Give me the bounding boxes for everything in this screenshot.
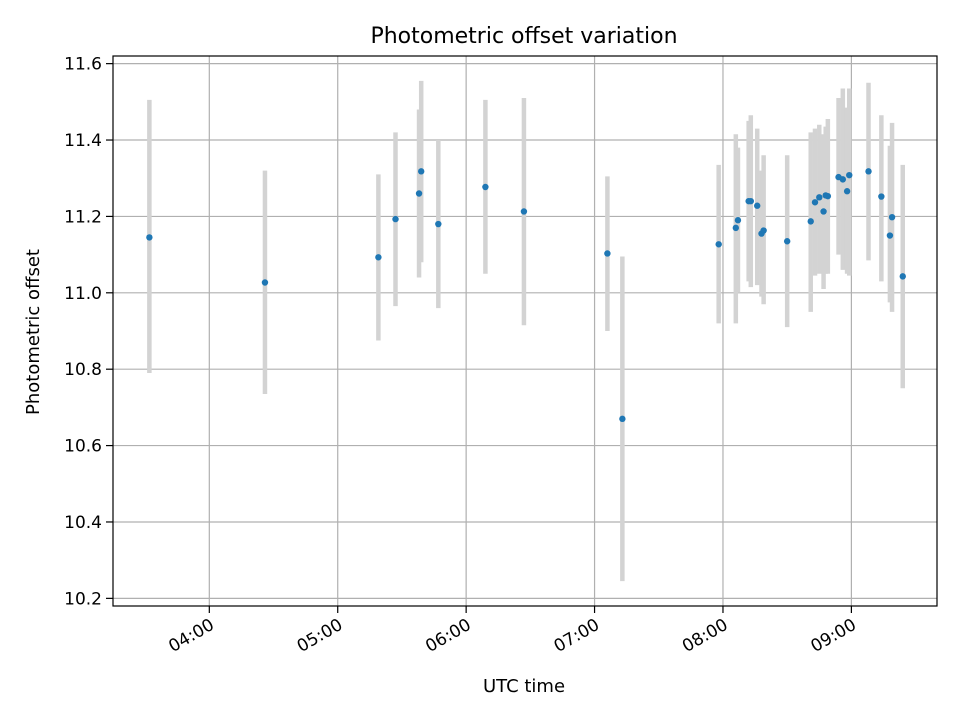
data-point	[392, 215, 399, 223]
data-point	[783, 238, 791, 245]
data-point	[865, 168, 872, 175]
data-point	[760, 227, 767, 234]
data-point	[747, 197, 754, 205]
data-point	[619, 415, 626, 423]
y-tick-label: 10.6	[64, 437, 102, 457]
data-point	[734, 217, 742, 224]
data-point	[415, 190, 423, 197]
data-point	[886, 232, 894, 239]
error-bars	[147, 80, 906, 582]
data-points	[146, 168, 906, 423]
data-point	[146, 234, 153, 241]
data-point	[899, 273, 906, 280]
data-point	[732, 224, 740, 232]
y-tick-label: 10.2	[64, 589, 102, 609]
data-point	[816, 194, 823, 201]
y-tick-label: 11.0	[64, 284, 102, 304]
y-axis-ticks: 10.2 10.4 10.6 10.8 11.0 11.2 11.4 11.6	[64, 55, 113, 609]
data-point	[261, 279, 269, 286]
x-tick-label: 06:00	[422, 615, 474, 657]
data-point	[435, 220, 442, 228]
x-tick-label: 05:00	[294, 615, 346, 657]
y-tick-label: 11.4	[64, 131, 102, 151]
data-point	[715, 241, 722, 248]
y-axis-label: Photometric offset	[23, 249, 44, 415]
data-point	[811, 199, 819, 206]
data-point	[807, 218, 814, 225]
data-point	[820, 208, 827, 215]
x-axis-ticks: 04:00 05:00 06:00 07:00 08:00 09:00	[165, 606, 860, 657]
x-tick-label: 08:00	[679, 615, 731, 657]
data-point	[375, 254, 382, 261]
data-point	[888, 213, 896, 221]
data-point	[520, 208, 528, 215]
data-point	[417, 168, 425, 175]
data-point	[482, 183, 489, 191]
chart-title: Photometric offset variation	[370, 24, 677, 49]
data-point	[754, 202, 761, 209]
data-point	[878, 193, 885, 200]
x-tick-label: 09:00	[807, 615, 859, 657]
x-tick-label: 07:00	[551, 615, 603, 657]
y-tick-label: 10.8	[64, 360, 102, 380]
x-axis-label: UTC time	[483, 676, 565, 697]
data-point	[604, 250, 611, 257]
y-tick-label: 10.4	[64, 513, 102, 533]
data-point	[843, 188, 851, 195]
data-point	[846, 171, 853, 179]
data-point	[824, 192, 832, 200]
y-tick-label: 11.2	[64, 207, 102, 227]
y-tick-label: 11.6	[64, 55, 102, 75]
x-tick-label: 04:00	[165, 615, 217, 657]
data-point	[839, 176, 847, 183]
plot-frame	[112, 55, 938, 607]
